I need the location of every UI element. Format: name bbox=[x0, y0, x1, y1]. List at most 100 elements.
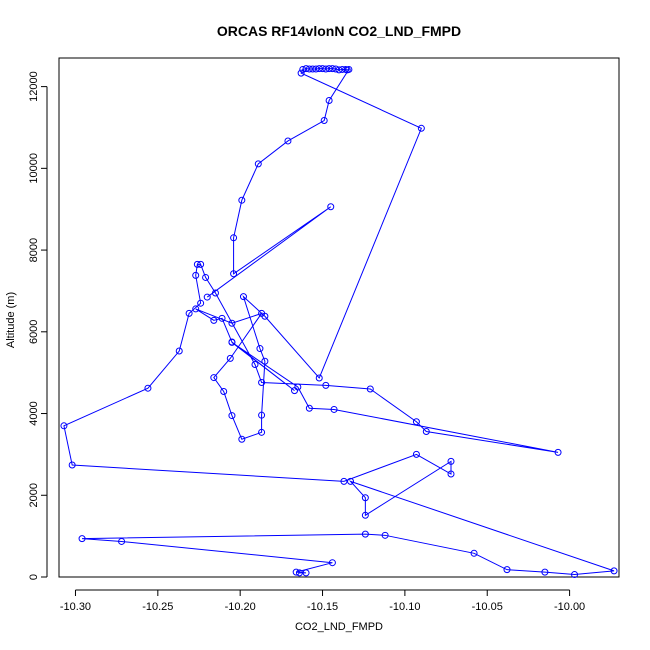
data-point bbox=[541, 568, 549, 576]
y-tick-label: 10000 bbox=[28, 153, 40, 184]
data-point bbox=[175, 347, 183, 355]
data-point bbox=[118, 537, 126, 545]
y-axis-label: Altitude (m) bbox=[5, 292, 17, 348]
data-point bbox=[361, 494, 369, 502]
data-point bbox=[422, 428, 430, 436]
data-point bbox=[302, 65, 310, 73]
data-point bbox=[412, 418, 420, 426]
data-point bbox=[239, 293, 247, 301]
y-tick-label: 12000 bbox=[28, 71, 40, 102]
data-point bbox=[261, 312, 269, 320]
data-point bbox=[503, 566, 511, 574]
data-point bbox=[211, 289, 219, 297]
data-point bbox=[315, 374, 323, 382]
data-point bbox=[361, 511, 369, 519]
data-point bbox=[447, 470, 455, 478]
data-point bbox=[258, 428, 266, 436]
data-point bbox=[571, 571, 579, 579]
data-point bbox=[220, 387, 228, 395]
data-point bbox=[305, 404, 313, 412]
data-point bbox=[302, 569, 310, 577]
data-point bbox=[412, 450, 420, 458]
data-point bbox=[202, 273, 210, 281]
data-point bbox=[319, 65, 327, 73]
plot-frame bbox=[58, 57, 620, 578]
data-point bbox=[210, 374, 218, 382]
data-point bbox=[238, 435, 246, 443]
data-point bbox=[554, 448, 562, 456]
x-tick-label: -10.30 bbox=[60, 601, 91, 613]
data-point bbox=[322, 65, 330, 73]
data-point bbox=[295, 569, 303, 577]
data-point bbox=[238, 196, 246, 204]
data-point bbox=[309, 65, 317, 73]
y-tick-label: 2000 bbox=[28, 483, 40, 507]
data-point bbox=[203, 293, 211, 301]
data-point bbox=[226, 354, 234, 362]
data-point bbox=[261, 357, 269, 365]
data-point bbox=[228, 412, 236, 420]
data-point bbox=[258, 411, 266, 419]
data-point bbox=[284, 137, 292, 145]
data-point bbox=[335, 66, 343, 74]
data-point bbox=[347, 477, 355, 485]
data-point bbox=[325, 97, 333, 104]
data-point bbox=[228, 338, 236, 346]
x-tick-label: -10.00 bbox=[554, 601, 585, 613]
data-point bbox=[68, 461, 76, 469]
data-point bbox=[197, 260, 205, 268]
data-point bbox=[312, 65, 320, 73]
data-point bbox=[345, 65, 353, 73]
data-point bbox=[470, 549, 478, 557]
data-point bbox=[256, 345, 264, 353]
data-point bbox=[291, 387, 299, 395]
y-tick-label: 8000 bbox=[28, 238, 40, 262]
data-point bbox=[228, 319, 236, 327]
data-point bbox=[447, 457, 455, 465]
data-point bbox=[366, 385, 374, 393]
data-point bbox=[338, 65, 346, 73]
data-point bbox=[381, 531, 389, 539]
data-point bbox=[305, 65, 313, 73]
data-point bbox=[60, 422, 68, 430]
data-point bbox=[251, 361, 259, 368]
data-point bbox=[340, 477, 348, 485]
data-point bbox=[299, 65, 307, 73]
data-point bbox=[320, 117, 328, 125]
data-point bbox=[610, 567, 618, 575]
data-point bbox=[230, 270, 238, 278]
data-point bbox=[361, 530, 369, 538]
data-point bbox=[292, 568, 300, 576]
data-point bbox=[297, 69, 305, 77]
data-point bbox=[197, 299, 205, 307]
x-tick-label: -10.20 bbox=[225, 601, 256, 613]
series-line bbox=[63, 68, 615, 576]
data-point bbox=[192, 271, 200, 279]
data-point bbox=[322, 381, 330, 389]
x-tick-label: -10.15 bbox=[307, 601, 338, 613]
x-tick-label: -10.10 bbox=[389, 601, 420, 613]
data-point bbox=[258, 378, 266, 386]
data-point bbox=[144, 384, 152, 392]
data-point bbox=[193, 260, 201, 268]
data-point bbox=[210, 316, 218, 324]
data-point bbox=[230, 234, 238, 242]
data-point bbox=[328, 65, 336, 73]
data-point bbox=[327, 203, 335, 211]
data-point bbox=[325, 65, 333, 73]
y-tick-label: 0 bbox=[28, 574, 40, 580]
data-point bbox=[417, 124, 425, 132]
data-point bbox=[328, 559, 336, 567]
x-tick-label: -10.05 bbox=[472, 601, 503, 613]
data-point bbox=[185, 309, 193, 317]
x-axis-label: CO2_LND_FMPD bbox=[295, 621, 383, 633]
chart-title: ORCAS RF14vlonN CO2_LND_FMPD bbox=[217, 23, 461, 39]
data-point bbox=[330, 405, 338, 413]
y-tick-label: 6000 bbox=[28, 320, 40, 344]
x-tick-label: -10.25 bbox=[142, 601, 173, 613]
data-point bbox=[218, 314, 226, 322]
data-point bbox=[78, 535, 86, 543]
